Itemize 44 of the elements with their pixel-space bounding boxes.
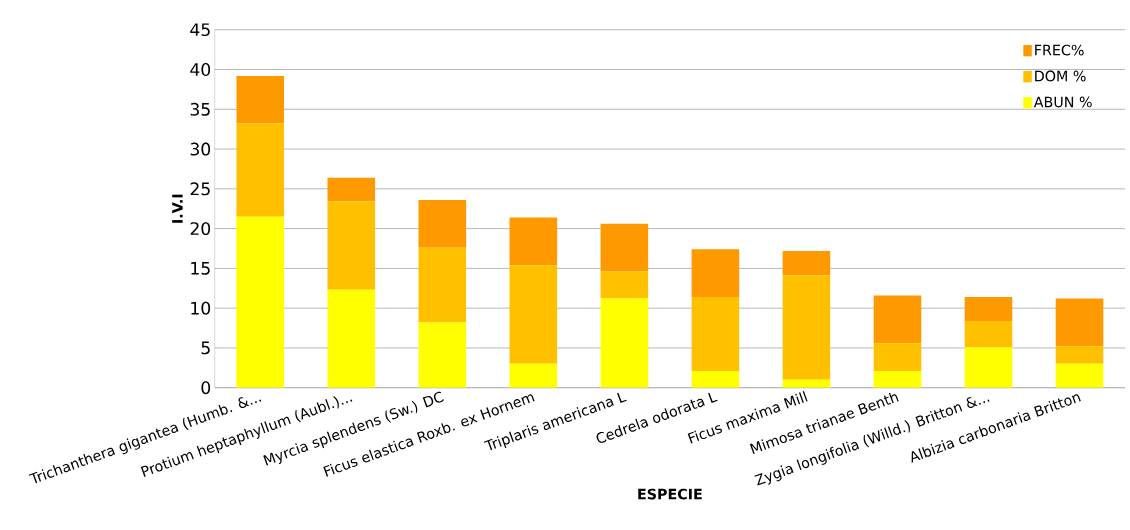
bar xyxy=(600,271,649,299)
bar xyxy=(418,322,467,388)
bar xyxy=(1055,346,1104,365)
y-tick-label: 5 xyxy=(201,341,210,355)
y-tick-label: 10 xyxy=(191,301,211,315)
bar xyxy=(236,123,285,217)
bar xyxy=(873,371,922,388)
bar xyxy=(964,297,1013,322)
y-tick-label: 0 xyxy=(201,381,211,395)
bar xyxy=(964,347,1013,388)
bar xyxy=(691,371,740,388)
bar xyxy=(327,201,376,291)
y-tick-label: 35 xyxy=(190,103,210,117)
bar xyxy=(600,298,649,388)
y-tick-label: 45 xyxy=(190,23,210,37)
bar xyxy=(873,343,922,372)
x-axis-title: ESPECIE xyxy=(638,488,702,500)
bar xyxy=(600,224,649,272)
y-tick-label: 20 xyxy=(190,222,211,236)
y-tick-label: 15 xyxy=(191,262,210,275)
bar xyxy=(964,321,1013,348)
bar xyxy=(509,265,558,365)
legend-label: FREC% xyxy=(1035,44,1084,56)
bar xyxy=(327,290,376,388)
bar xyxy=(1055,364,1104,388)
bar xyxy=(509,217,558,266)
bar xyxy=(418,200,467,248)
y-tick-label: 40 xyxy=(190,63,211,77)
legend-label: DOM % xyxy=(1035,70,1086,82)
bar xyxy=(782,251,831,276)
bar xyxy=(691,297,740,372)
bar xyxy=(327,177,376,202)
bar xyxy=(418,247,467,323)
bar xyxy=(236,216,285,388)
bar xyxy=(782,275,831,380)
y-tick-label: 25 xyxy=(190,182,210,196)
legend-label: ABUN % xyxy=(1033,96,1092,108)
y-axis-title: I.V.I xyxy=(172,194,183,223)
bar xyxy=(1055,298,1104,347)
bar xyxy=(691,249,740,298)
bar xyxy=(509,364,558,388)
y-tick-label: 30 xyxy=(190,142,211,156)
bar xyxy=(236,76,285,124)
bar xyxy=(873,295,922,344)
